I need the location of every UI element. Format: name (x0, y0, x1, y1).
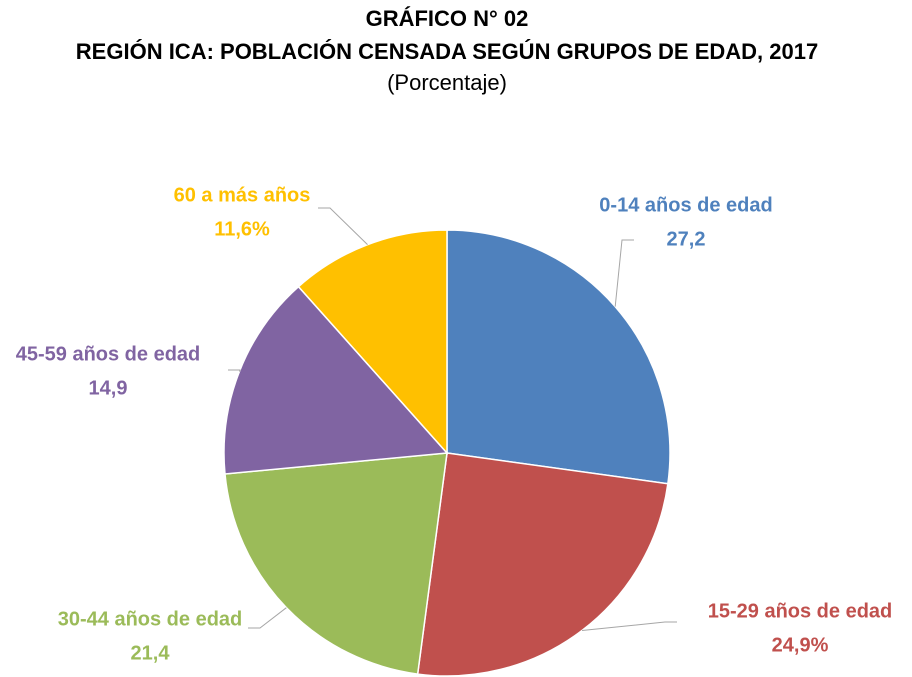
leader-line (614, 239, 634, 307)
leader-line (581, 621, 677, 631)
unit-label: (Porcentaje) (387, 70, 507, 95)
category-label: 30-44 años de edad (58, 608, 243, 630)
pie-slice (223, 285, 449, 475)
category-label: 0-14 años de edad (599, 194, 772, 216)
pie-slice (416, 452, 669, 677)
category-label: 15-29 años de edad (708, 600, 893, 622)
chart-title: GRÁFICO N° 02 (365, 6, 529, 31)
leader-line (318, 207, 368, 246)
pie-slice (446, 229, 671, 485)
value-label: 27,2 (667, 228, 706, 250)
value-label: 21,4 (131, 642, 171, 664)
leader-line (248, 607, 287, 629)
chart-subtitle: REGIÓN ICA: POBLACIÓN CENSADA SEGÚN GRUP… (75, 39, 819, 64)
pie-slice (224, 452, 448, 675)
header: GRÁFICO N° 02 REGIÓN ICA: POBLACIÓN CENS… (67, 2, 827, 98)
category-label: 45-59 años de edad (16, 343, 201, 365)
value-label: 24,9% (772, 634, 829, 656)
value-label: 14,9 (89, 377, 128, 399)
leader-line (228, 369, 241, 372)
value-label: 11,6% (214, 218, 270, 240)
category-label: 60 a más años (174, 184, 311, 206)
